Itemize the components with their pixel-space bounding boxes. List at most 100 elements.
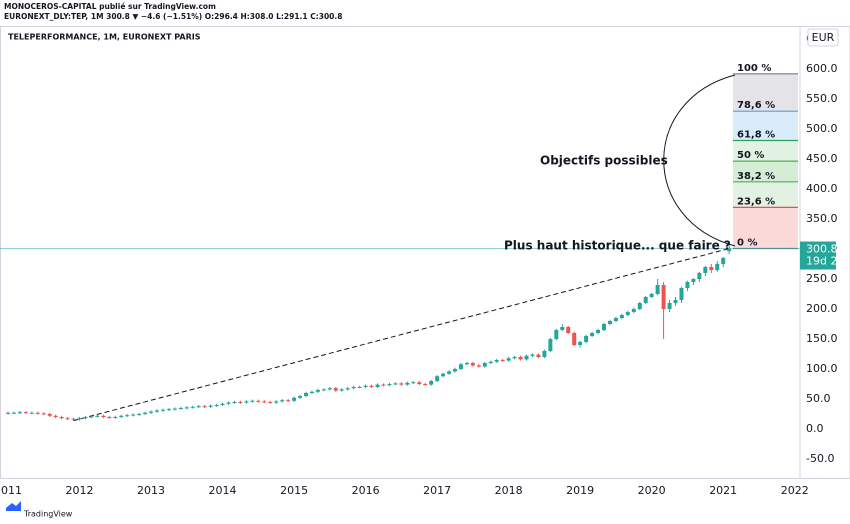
currency: EUR <box>812 31 835 44</box>
candle-body <box>345 388 350 390</box>
candle-body <box>596 330 601 333</box>
y-tick-label: 500.0 <box>806 122 838 135</box>
y-tick-label: 600.0 <box>806 62 838 75</box>
candle-body <box>89 416 94 418</box>
candle-body <box>602 324 606 330</box>
candle-body <box>554 330 559 339</box>
candle-body <box>667 303 672 309</box>
candle-body <box>691 279 696 282</box>
candle-body <box>6 412 10 414</box>
candle-body <box>381 384 386 386</box>
candle-body <box>250 400 255 402</box>
fib-label: 0 % <box>737 238 757 249</box>
candle-body <box>470 363 475 366</box>
candle-body <box>53 415 58 417</box>
header-author: MONOCEROS-CAPITAL publié sur TradingView… <box>4 2 216 11</box>
candle-body <box>572 333 577 345</box>
annotation: Plus haut historique... que faire ? <box>504 239 731 253</box>
header-symbol: EURONEXT_DLY:TEP, 1M 300.8 ▼ −4.6 (−1.51… <box>4 12 342 21</box>
candle-body <box>482 363 487 367</box>
candle-body <box>417 382 422 384</box>
candle-body <box>619 315 624 318</box>
x-tick-label: 2020 <box>638 484 666 497</box>
candle-body <box>101 415 106 417</box>
fib-band <box>733 140 798 162</box>
currency-box <box>807 28 839 47</box>
y-tick-label: 550.0 <box>806 92 838 105</box>
candle-body <box>232 402 237 403</box>
candle-body <box>77 418 82 420</box>
candle-body <box>339 389 344 391</box>
candle-body <box>286 400 291 402</box>
candle-body <box>435 376 440 381</box>
x-tick-label: 2011 <box>0 484 22 497</box>
price-tag <box>800 241 836 270</box>
candle-body <box>65 418 70 420</box>
logo <box>6 501 21 511</box>
candle-body <box>369 385 374 387</box>
candle-body <box>268 402 273 403</box>
candle-body <box>113 417 118 418</box>
candle-body <box>476 365 481 367</box>
candle-body <box>220 403 225 405</box>
candle-body <box>560 327 565 330</box>
candle-body <box>613 318 618 321</box>
fib-band <box>733 111 798 141</box>
candle-body <box>41 413 46 415</box>
candle-body <box>399 383 404 385</box>
candle-body <box>453 369 457 372</box>
candle-body <box>351 387 356 389</box>
candle-body <box>274 401 279 403</box>
candle-body <box>375 384 380 387</box>
candle-body <box>721 258 726 264</box>
candle-body <box>709 267 714 270</box>
candle-body <box>524 355 529 360</box>
candle-body <box>83 417 88 419</box>
candle-body <box>703 267 708 273</box>
x-tick-label: 2015 <box>280 484 308 497</box>
candle-body <box>238 402 243 403</box>
candle-body <box>196 406 201 408</box>
candle-body <box>625 312 630 315</box>
candle-body <box>143 412 148 414</box>
candle-body <box>214 405 219 406</box>
x-tick-label: 2018 <box>495 484 523 497</box>
candle-body <box>357 387 362 388</box>
fib-label: 38,2 % <box>737 171 775 182</box>
candle-body <box>464 363 469 365</box>
candle-body <box>584 336 589 342</box>
fib-band <box>733 161 798 182</box>
y-tick-label: 350.0 <box>806 212 838 225</box>
candle-body <box>447 371 452 374</box>
candle-body <box>119 415 124 417</box>
y-tick-label: 250.0 <box>806 272 838 285</box>
candle-body <box>172 408 177 410</box>
candle-body <box>29 412 34 414</box>
candle-body <box>190 406 195 408</box>
candle-body <box>107 417 112 418</box>
x-tick-label: 2014 <box>209 484 237 497</box>
candle-body <box>590 333 595 336</box>
candle-body <box>393 383 398 385</box>
fib-band <box>733 73 798 112</box>
candle-body <box>333 388 338 391</box>
candle-body <box>458 364 463 369</box>
fib-label: 23,6 % <box>737 196 775 207</box>
candle-body <box>17 412 22 414</box>
candle-body <box>363 385 368 387</box>
fib-label: 78,6 % <box>737 100 775 111</box>
candle-body <box>304 393 308 396</box>
candle-body <box>500 360 505 361</box>
candle-body <box>166 409 171 411</box>
candle-body <box>226 402 231 404</box>
annotation: Objectifs possibles <box>540 154 668 168</box>
candle-body <box>298 396 303 398</box>
candle-body <box>441 373 446 377</box>
footer: TradingView <box>23 510 73 519</box>
candle-body <box>506 358 511 361</box>
candle-body <box>149 411 154 413</box>
y-tick-label: -50.0 <box>806 452 834 465</box>
candle-body <box>131 414 136 416</box>
candle-body <box>11 412 16 414</box>
y-tick-label: 400.0 <box>806 182 838 195</box>
